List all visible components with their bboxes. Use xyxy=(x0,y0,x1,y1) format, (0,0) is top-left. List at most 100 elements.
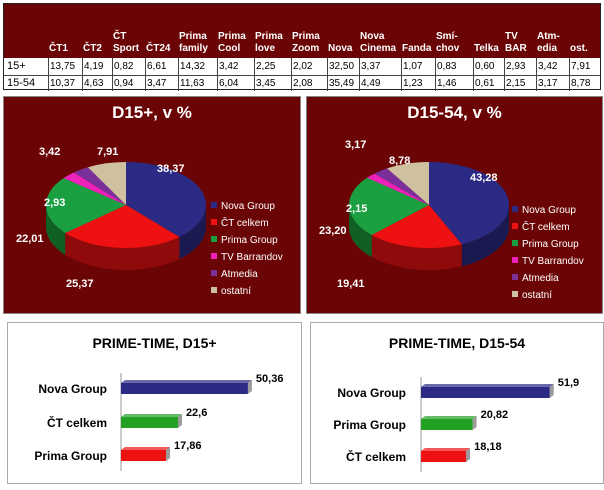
table-cell: 13,75 xyxy=(50,61,76,72)
legend-swatch xyxy=(211,202,217,208)
table-cell: 2,93 xyxy=(506,61,526,72)
legend-label: Prima Group xyxy=(221,235,278,246)
legend-label: Atmedia xyxy=(522,273,559,284)
legend-swatch xyxy=(512,240,518,246)
table-cell: 8,78 xyxy=(571,78,591,89)
table-cell: 0,94 xyxy=(114,78,134,89)
table-cell: 6,04 xyxy=(219,78,239,89)
table-cell: 0,61 xyxy=(475,78,495,89)
pie-slice-ostatn- xyxy=(387,162,429,205)
bar-chart-primetime-d15 xyxy=(120,373,252,471)
legend-label: ČT celkem xyxy=(221,218,269,229)
category-label: ČT celkem xyxy=(46,416,107,430)
column-header: Prima Zoom xyxy=(292,31,320,54)
legend-swatch xyxy=(211,253,217,259)
column-header: Prima Cool xyxy=(218,31,246,54)
table-cell: 2,25 xyxy=(256,61,276,72)
bar-value-label: 22,6 xyxy=(185,407,208,419)
bar-prima-group xyxy=(421,419,473,430)
pie-chart-d15 xyxy=(46,162,206,270)
row-label: 15-54 xyxy=(7,77,36,89)
bar-side xyxy=(247,380,252,394)
legend-item: Atmedia xyxy=(512,273,559,284)
table-cell: 4,49 xyxy=(361,78,381,89)
grid-line-v xyxy=(569,58,570,91)
table-cell: 2,15 xyxy=(506,78,526,89)
pie-value-label: 43,28 xyxy=(470,172,498,184)
pie-title: D15+, v % xyxy=(112,103,192,122)
table-cell: 1,23 xyxy=(403,78,423,89)
bar-top xyxy=(121,380,252,383)
pie-value-label: 25,37 xyxy=(66,278,94,290)
pie-slice-ostatn- xyxy=(87,162,126,205)
pie-side--t-celkem xyxy=(371,235,462,270)
table-cell: 0,60 xyxy=(475,61,495,72)
legend-item: ostatní xyxy=(211,286,251,297)
table-cell: 3,17 xyxy=(538,78,558,89)
pie-side-prima-group xyxy=(46,205,66,255)
column-header: ČT2 xyxy=(83,43,102,54)
legend-item: ČT celkem xyxy=(512,222,570,233)
grid-line-v xyxy=(401,58,402,91)
category-label: Prima Group xyxy=(333,418,406,432)
legend-label: Nova Group xyxy=(221,201,275,212)
grid-line-v xyxy=(504,58,505,91)
table-cell: 32,50 xyxy=(329,61,355,72)
bar-panel-primetime-d15: PRIME-TIME, D15+ Nova Group 50,36 ČT celke… xyxy=(7,322,302,484)
table-cell: 3,42 xyxy=(219,61,239,72)
legend-label: ostatní xyxy=(221,286,252,297)
bar-side xyxy=(166,447,171,461)
pie-slice-tv-barrandov xyxy=(63,172,126,205)
grid-line-h xyxy=(4,75,600,76)
pie-value-label: 22,01 xyxy=(16,233,44,245)
legend-item: TV Barrandov xyxy=(211,252,283,263)
legend-item: Atmedia xyxy=(211,269,258,280)
column-header: ČT24 xyxy=(146,43,171,54)
column-header: Prima family xyxy=(179,31,208,54)
pie-slice-prima-group xyxy=(46,178,127,233)
legend-item: Nova Group xyxy=(512,205,576,216)
table-cell: 14,32 xyxy=(180,61,206,72)
table-cell: 4,63 xyxy=(84,78,104,89)
column-header: Fanda xyxy=(402,43,432,54)
pie-slice-atmedia xyxy=(73,167,126,205)
category-label: Prima Group xyxy=(34,449,107,463)
column-header: Nova Cinema xyxy=(360,31,397,54)
pie-value-label: 2,93 xyxy=(44,197,66,209)
bar-side xyxy=(549,384,554,398)
grid-line-v xyxy=(536,58,537,91)
column-header: ČT1 xyxy=(49,43,68,54)
table-header: ČT1 ČT2 ČT Sport ČT24 Prima family Prima Cool… xyxy=(4,4,600,58)
bar-prima-group xyxy=(121,450,167,461)
bar-top xyxy=(421,448,471,451)
bar--t-celkem xyxy=(421,451,467,462)
pie-slice--t-celkem xyxy=(371,205,462,248)
legend-item: Prima Group xyxy=(211,235,278,246)
grid-line-v xyxy=(145,58,146,91)
grid-line-v xyxy=(291,58,292,91)
bar-title: PRIME-TIME, D15-54 xyxy=(388,335,526,351)
column-header: Atm- edia xyxy=(537,31,560,54)
bar-value-label: 17,86 xyxy=(174,440,202,452)
table-cell: 4,19 xyxy=(84,61,104,72)
pie-side--t-celkem xyxy=(65,232,180,270)
pie-chart-d1554 xyxy=(349,162,509,270)
category-label: Nova Group xyxy=(38,382,107,396)
pie-value-label: 3,42 xyxy=(39,146,61,158)
bar-value-label: 50,36 xyxy=(255,373,284,385)
bar-top xyxy=(421,384,554,387)
legend-item: TV Barrandov xyxy=(512,256,584,267)
legend-swatch xyxy=(211,287,217,293)
bar-value-label: 18,18 xyxy=(474,441,502,453)
legend-label: ČT celkem xyxy=(522,222,570,233)
bar-top xyxy=(421,416,477,419)
table-cell: 7,91 xyxy=(571,61,591,72)
legend-label: Prima Group xyxy=(522,239,579,250)
pie-panel-d15: D15+, v % 38,37 25,37 22,01 2,93 3,42 7,91 No… xyxy=(3,96,301,314)
table-cell: 35,49 xyxy=(329,78,355,89)
category-label: Nova Group xyxy=(337,386,406,400)
bar-side xyxy=(472,416,477,430)
pie-side-prima-group xyxy=(349,205,372,258)
grid-line-v xyxy=(359,58,360,91)
legend-label: ostatní xyxy=(522,290,553,301)
